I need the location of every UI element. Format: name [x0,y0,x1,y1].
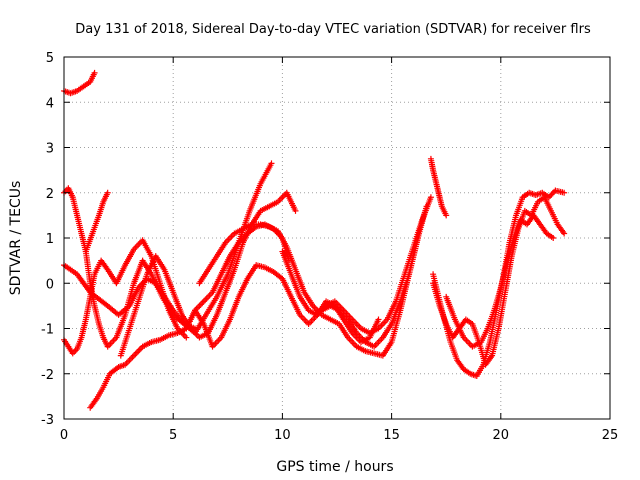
series-arc-12 [427,155,450,219]
data-point [550,235,557,241]
y-tick-label: 4 [46,96,54,111]
chart-title: Day 131 of 2018, Sidereal Day-to-day VTE… [75,22,591,37]
data-point [91,69,98,76]
x-axis-label: GPS time / hours [276,459,393,475]
data-point [268,160,275,167]
x-tick-label: 20 [493,428,510,443]
series-arc-10 [279,194,434,337]
y-tick-label: -2 [41,368,54,383]
y-tick-label: -1 [41,323,54,338]
data-point [561,189,568,196]
y-tick-label: 0 [46,277,54,292]
x-tick-label: 5 [169,428,177,443]
series-arc-1 [61,69,98,97]
data-point [545,194,552,201]
data-point [549,190,556,197]
series-arc-4 [82,248,199,350]
data-point [561,230,568,237]
y-tick-label: -3 [41,413,54,428]
y-axis-label: SDTVAR / TECUs [8,181,24,296]
series-arc-7 [117,189,299,359]
x-tick-label: 10 [274,428,291,443]
data-point [548,191,555,198]
data-point [292,207,299,214]
y-tick-label: 5 [46,51,54,66]
axis-ticks: 0 5 10 15 20 25 -3 -2 -1 0 1 2 3 4 5 [41,51,618,443]
series-arc-15 [443,212,557,350]
x-tick-label: 15 [383,428,400,443]
y-tick-label: 3 [46,142,54,157]
y-tick-label: 1 [46,232,54,247]
data-point [414,235,421,241]
data-point [427,194,434,201]
data-point [375,316,382,323]
data-point [547,192,554,199]
series-arc-11 [318,235,421,350]
x-tick-label: 25 [602,428,619,443]
data-points [61,69,568,411]
data-point [104,189,111,196]
y-tick-label: 2 [46,187,54,202]
data-point [443,212,450,219]
data-point [183,334,190,341]
x-tick-label: 0 [60,428,68,443]
